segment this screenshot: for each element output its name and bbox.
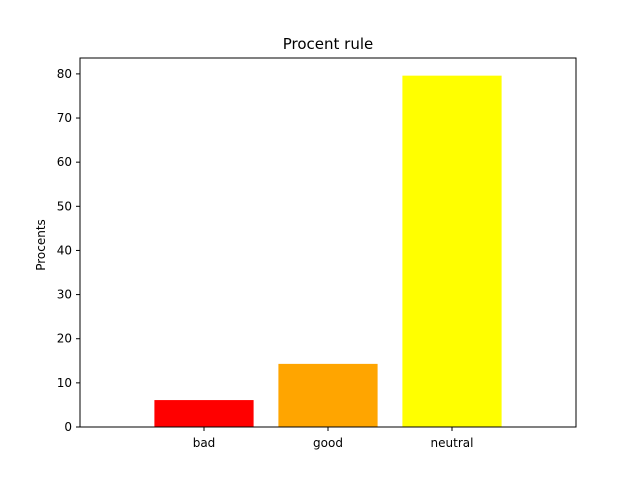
- chart-title: Procent rule: [283, 35, 374, 53]
- y-ticks-group: 0 10 20 30 40 50 60 70 80: [57, 67, 80, 434]
- y-axis-label: Procents: [34, 219, 48, 271]
- x-tick-label: good: [313, 436, 343, 450]
- x-ticks-group: bad good neutral: [193, 427, 474, 450]
- bar-good: [278, 363, 378, 427]
- bar-neutral: [402, 75, 502, 427]
- y-tick-label: 70: [57, 111, 72, 125]
- y-tick-label: 50: [57, 199, 72, 213]
- y-tick-label: 60: [57, 155, 72, 169]
- bars-group: [154, 75, 502, 427]
- y-tick-label: 20: [57, 332, 72, 346]
- plot-frame: [79, 57, 577, 428]
- x-tick-label: bad: [193, 436, 216, 450]
- y-tick-label: 30: [57, 288, 72, 302]
- y-tick-label: 0: [64, 420, 72, 434]
- y-tick-label: 10: [57, 376, 72, 390]
- bar-bad: [154, 400, 254, 427]
- y-tick-label: 80: [57, 67, 72, 81]
- x-tick-label: neutral: [431, 436, 474, 450]
- y-tick-label: 40: [57, 243, 72, 257]
